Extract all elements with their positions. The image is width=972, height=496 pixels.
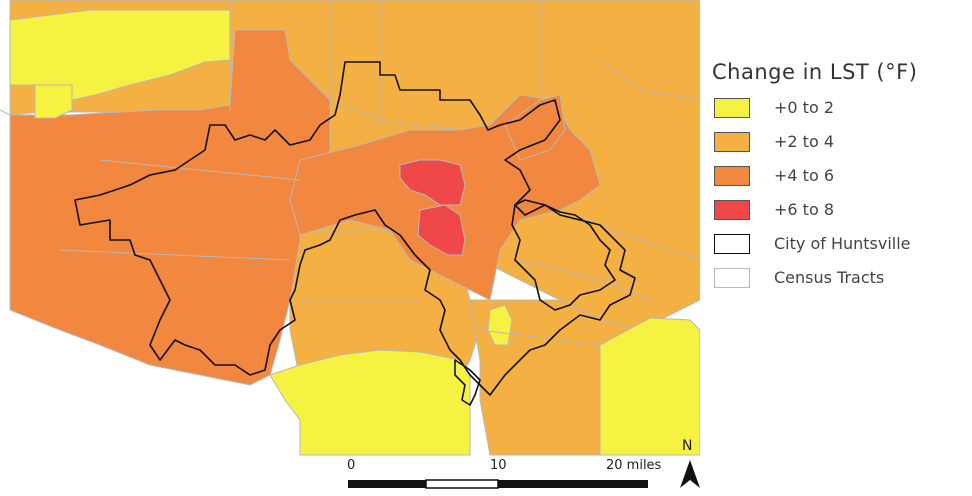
scale-label-10: 10: [490, 458, 507, 473]
legend-label-city: City of Huntsville: [774, 234, 911, 253]
legend: Change in LST (°F) +0 to 2 +2 to 4 +4 to…: [712, 60, 962, 302]
legend-item-6-8: +6 to 8: [712, 200, 962, 234]
city-boundary-east-lobe: [511, 199, 616, 311]
scale-label-0: 0: [347, 458, 356, 473]
legend-label-4-6: +4 to 6: [774, 166, 834, 185]
north-arrow-icon: [680, 460, 700, 488]
tract-cool-south: [269, 349, 471, 456]
tract-core-south: [417, 204, 466, 256]
legend-label-6-8: +6 to 8: [774, 200, 834, 219]
legend-item-tracts: Census Tracts: [712, 268, 962, 302]
tract-core-north: [399, 159, 466, 206]
map-area[interactable]: 0 10 20 miles N: [0, 0, 700, 496]
legend-label-2-4: +2 to 4: [774, 132, 834, 151]
scale-bar: [348, 479, 648, 489]
legend-item-city: City of Huntsville: [712, 234, 962, 268]
tract-boundaries: [0, 0, 700, 346]
legend-item-0-2: +0 to 2: [712, 98, 962, 132]
legend-swatch-0-2: [714, 98, 750, 118]
map-canvas: [0, 0, 700, 456]
scale-label-20: 20 miles: [606, 458, 662, 473]
legend-label-0-2: +0 to 2: [774, 98, 834, 117]
legend-swatch-4-6: [714, 166, 750, 186]
legend-swatch-2-4: [714, 132, 750, 152]
city-boundary-main: [74, 61, 636, 396]
legend-item-2-4: +2 to 4: [712, 132, 962, 166]
legend-label-tracts: Census Tracts: [774, 268, 885, 287]
legend-title: Change in LST (°F): [712, 60, 918, 84]
legend-swatch-city: [714, 234, 750, 254]
legend-item-4-6: +4 to 6: [712, 166, 962, 200]
legend-swatch-tracts: [714, 268, 750, 288]
north-label: N: [682, 438, 693, 454]
tract-cool-southeast: [599, 317, 700, 456]
tract-cool-pocket: [487, 304, 513, 346]
city-boundary-south-tip: [454, 359, 481, 406]
tract-cool-northwest-2: [34, 84, 73, 119]
legend-swatch-6-8: [714, 200, 750, 220]
